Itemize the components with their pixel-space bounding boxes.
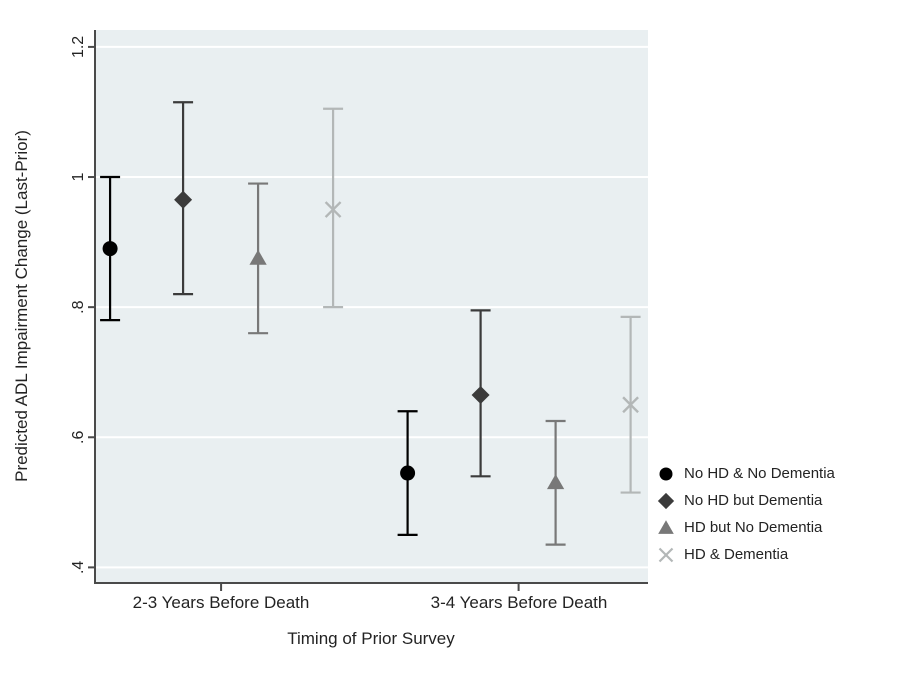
legend-item-label: HD but No Dementia bbox=[684, 519, 823, 536]
marker-triangle bbox=[546, 474, 565, 490]
y-tick-label: .8 bbox=[70, 300, 87, 313]
x-tick-label-group-2: 3-4 Years Before Death bbox=[430, 593, 608, 612]
legend-marker-circle-icon bbox=[659, 467, 673, 480]
y-tick-label: 1 bbox=[70, 172, 87, 181]
y-axis-title: Predicted ADL Impairment Change (Last-Pr… bbox=[12, 130, 31, 482]
legend-item-label: No HD & No Dementia bbox=[684, 465, 835, 482]
y-tick-label: .6 bbox=[70, 430, 87, 443]
legend-item-label: HD & Dementia bbox=[684, 546, 789, 563]
legend-item: No HD & No Dementia bbox=[656, 460, 835, 487]
legend-item-label: No HD but Dementia bbox=[684, 492, 823, 509]
marker-circle bbox=[102, 241, 118, 257]
legend-item: No HD but Dementia bbox=[656, 487, 835, 514]
legend-marker-triangle-icon bbox=[658, 519, 674, 534]
legend-marker-diamond-icon bbox=[657, 492, 675, 509]
legend-item: HD & Dementia bbox=[656, 541, 835, 568]
marker-circle bbox=[400, 465, 416, 481]
marker-x bbox=[324, 201, 342, 218]
x-tick-label-group-1: 2-3 Years Before Death bbox=[132, 593, 310, 612]
legend-marker-x-icon bbox=[658, 547, 674, 562]
marker-triangle bbox=[249, 249, 267, 265]
y-tick-label: .4 bbox=[70, 561, 87, 574]
legend-item: HD but No Dementia bbox=[656, 514, 835, 541]
x-axis-title: Timing of Prior Survey bbox=[287, 629, 455, 648]
marker-diamond bbox=[471, 385, 490, 404]
marker-x bbox=[622, 396, 639, 414]
marker-diamond bbox=[174, 190, 193, 209]
legend: No HD & No Dementia No HD but Dementia HD … bbox=[656, 460, 835, 568]
y-tick-label: 1.2 bbox=[70, 36, 87, 58]
